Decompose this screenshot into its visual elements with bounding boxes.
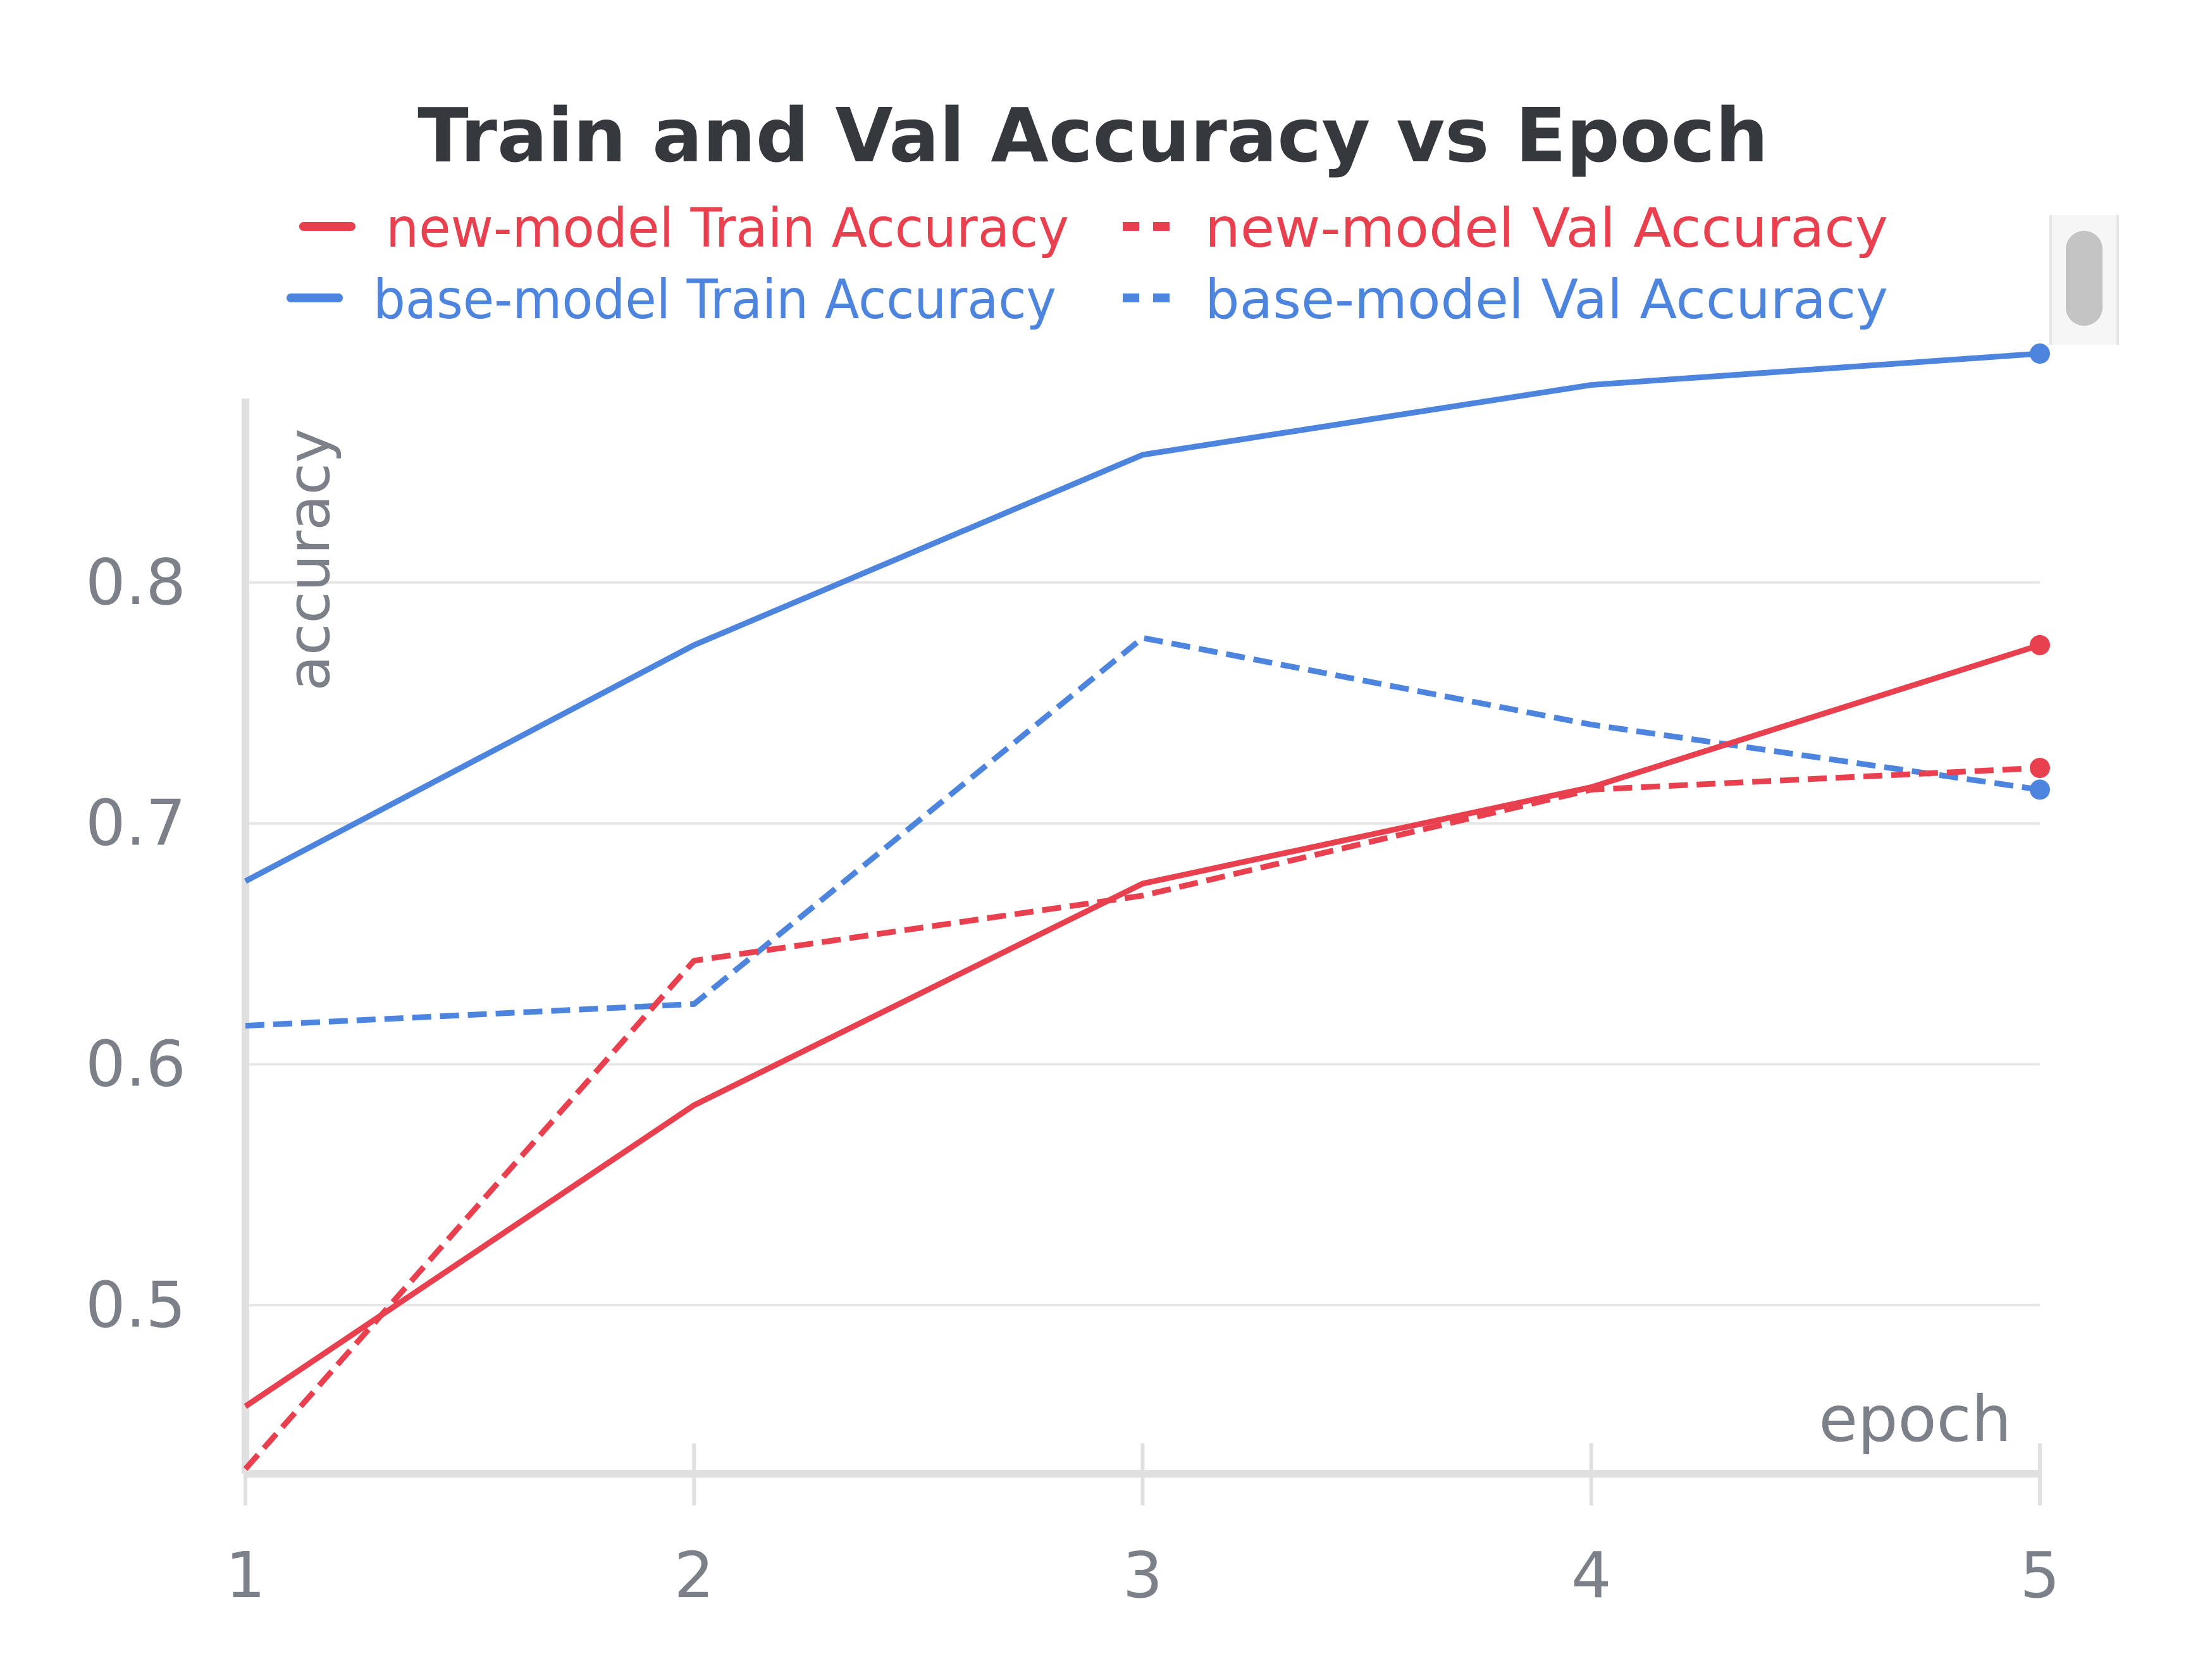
- end-point-new-model-val-accuracy: [2030, 758, 2050, 779]
- legend-label-2[interactable]: new-model Val Accuracy: [1205, 197, 1888, 260]
- end-markers: [2030, 343, 2050, 800]
- y-tick-label-0.5: 0.5: [85, 1268, 186, 1342]
- x-tick-label-5: 5: [2020, 1538, 2060, 1612]
- x-tick-label-2: 2: [674, 1538, 714, 1612]
- x-tick-label-3: 3: [1123, 1538, 1163, 1612]
- legend: new-model Train Accuracy new-model Val Ac…: [287, 197, 1888, 331]
- series-line-base-model-train-accuracy: [244, 350, 2041, 884]
- series-line-new-model-train-accuracy: [244, 642, 2041, 1409]
- x-tick-label-4: 4: [1571, 1538, 1612, 1612]
- y-axis-label: accuracy: [275, 428, 343, 691]
- end-point-base-model-val-accuracy: [2030, 779, 2050, 800]
- grid: [245, 581, 2040, 1307]
- x-axis-label: epoch: [1819, 1382, 2011, 1456]
- x-tick-label-1: 1: [225, 1538, 266, 1612]
- legend-scrollbar[interactable]: [2049, 215, 2119, 345]
- series-line-base-model-val-accuracy: [245, 634, 2041, 1029]
- y-tick-label-0.6: 0.6: [85, 1027, 186, 1101]
- tick-labels: 1 2 3 4 5 0.5 0.6 0.7 0.8: [85, 545, 2060, 1612]
- series-line-new-model-val-accuracy: [243, 765, 2041, 1471]
- legend-scrollbar-thumb[interactable]: [2066, 231, 2103, 326]
- y-tick-label-0.8: 0.8: [85, 545, 186, 619]
- chart-title: Train and Val Accuracy vs Epoch: [417, 92, 1768, 179]
- legend-label-3[interactable]: base-model Train Accuracy: [373, 268, 1056, 331]
- end-point-base-model-train-accuracy: [2030, 343, 2050, 364]
- y-tick-label-0.7: 0.7: [85, 786, 186, 860]
- axes: [242, 398, 2042, 1505]
- series-lines: [243, 350, 2041, 1471]
- legend-label-1[interactable]: new-model Train Accuracy: [386, 197, 1069, 260]
- legend-label-4[interactable]: base-model Val Accuracy: [1205, 268, 1888, 331]
- end-point-new-model-train-accuracy: [2030, 634, 2050, 655]
